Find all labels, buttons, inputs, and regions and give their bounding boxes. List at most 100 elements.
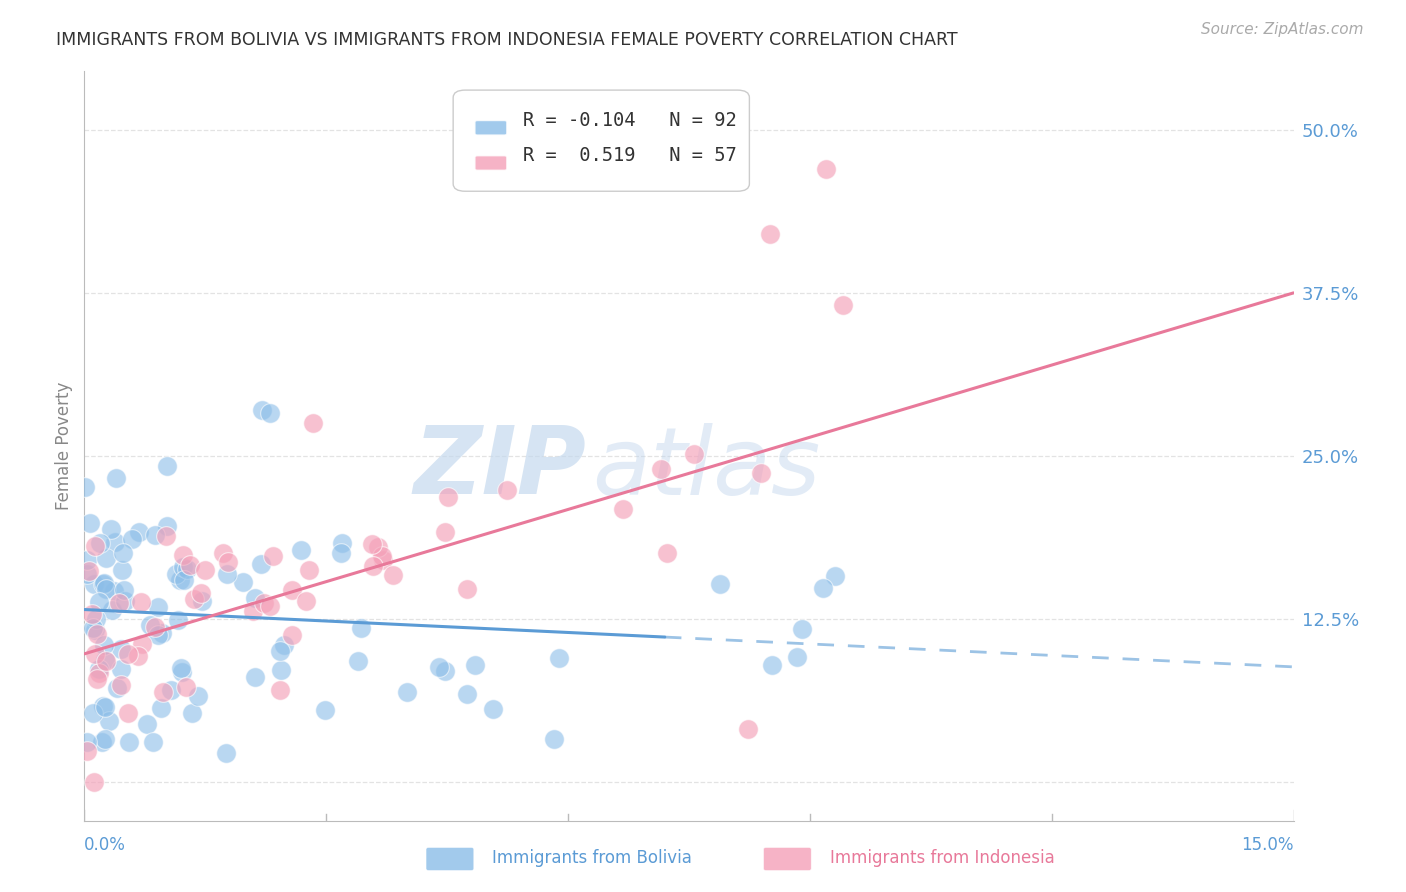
Point [76, 567, 98, 582]
Point [84, 624, 107, 638]
Point [433, 664, 456, 678]
Point [170, 665, 193, 680]
Text: 15.0%: 15.0% [1241, 837, 1294, 855]
Point [107, 596, 129, 610]
Point [361, 559, 384, 574]
Point [94, 551, 117, 566]
Point [176, 562, 198, 576]
Text: IMMIGRANTS FROM BOLIVIA VS IMMIGRANTS FROM INDONESIA FEMALE POVERTY CORRELATION : IMMIGRANTS FROM BOLIVIA VS IMMIGRANTS FR… [56, 31, 957, 49]
Point [83, 774, 105, 789]
Point [91, 699, 114, 714]
Point [121, 532, 143, 546]
Point [129, 595, 152, 609]
Point [94, 654, 117, 668]
Point [94, 732, 117, 747]
Point [83, 577, 105, 591]
Point [212, 545, 235, 559]
Y-axis label: Female Poverty: Female Poverty [55, 382, 73, 510]
Point [111, 546, 134, 560]
Point [350, 621, 373, 635]
Point [143, 528, 166, 542]
Text: R = -0.104   N = 92: R = -0.104 N = 92 [523, 111, 737, 129]
Point [758, 227, 780, 242]
Point [395, 685, 418, 699]
Point [117, 706, 139, 721]
Point [187, 690, 209, 704]
Point [824, 569, 846, 583]
Point [143, 620, 166, 634]
Point [165, 566, 187, 581]
Point [84, 540, 107, 554]
Point [270, 663, 292, 677]
Point [91, 576, 114, 591]
Point [135, 717, 157, 731]
Point [543, 732, 565, 747]
Point [650, 462, 672, 476]
Point [790, 622, 813, 636]
Point [173, 573, 195, 587]
Point [104, 471, 127, 485]
Point [811, 581, 834, 595]
Point [655, 545, 678, 559]
Point [93, 653, 115, 667]
Point [761, 657, 783, 672]
Text: ZIP: ZIP [413, 423, 586, 515]
Point [150, 701, 173, 715]
Point [298, 563, 321, 577]
Point [249, 557, 271, 571]
Point [131, 637, 153, 651]
Point [371, 553, 394, 567]
Point [346, 654, 368, 668]
Point [112, 582, 135, 597]
Point [427, 660, 450, 674]
Point [169, 573, 191, 587]
Point [259, 599, 281, 613]
Point [79, 516, 101, 531]
Point [142, 735, 165, 749]
Point [156, 519, 179, 533]
Point [181, 706, 204, 720]
Point [281, 582, 304, 597]
Point [259, 406, 281, 420]
Point [737, 723, 759, 737]
Point [93, 575, 115, 590]
Point [110, 678, 132, 692]
Point [217, 555, 239, 569]
Point [174, 680, 197, 694]
Point [612, 502, 634, 516]
Point [314, 703, 336, 717]
Text: R =  0.519   N = 57: R = 0.519 N = 57 [523, 145, 737, 165]
Point [86, 672, 108, 686]
Point [194, 563, 217, 577]
Point [548, 651, 571, 665]
Point [76, 735, 98, 749]
Point [250, 403, 273, 417]
Point [215, 746, 238, 760]
Point [273, 638, 295, 652]
Point [146, 599, 169, 614]
Point [269, 682, 291, 697]
Point [179, 558, 201, 572]
FancyBboxPatch shape [453, 90, 749, 191]
Point [232, 575, 254, 590]
Point [832, 298, 855, 312]
Point [86, 627, 108, 641]
Point [495, 483, 517, 497]
Point [437, 490, 460, 504]
Point [456, 582, 478, 596]
Point [367, 541, 389, 555]
Point [100, 522, 122, 536]
Point [87, 662, 110, 676]
Text: atlas: atlas [592, 423, 821, 514]
Point [89, 536, 111, 550]
Point [84, 647, 107, 661]
Point [87, 666, 110, 681]
Point [152, 684, 174, 698]
Point [262, 549, 284, 563]
Point [456, 687, 478, 701]
Point [89, 595, 111, 609]
Point [371, 549, 394, 564]
Point [93, 638, 115, 652]
Point [104, 535, 127, 549]
Text: Immigrants from Indonesia: Immigrants from Indonesia [830, 849, 1054, 867]
